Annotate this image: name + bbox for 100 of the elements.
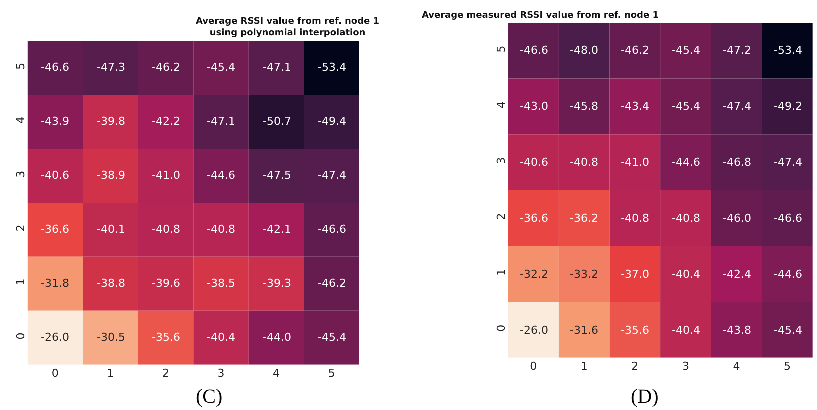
data-label: -45.4 <box>774 324 802 337</box>
data-label: -47.4 <box>318 169 346 182</box>
data-label: -37.0 <box>621 268 650 281</box>
data-label: -42.2 <box>152 115 180 128</box>
data-label: -53.4 <box>318 61 346 74</box>
data-label: -38.8 <box>97 277 126 290</box>
data-label: -40.8 <box>152 223 180 236</box>
data-label: -44.6 <box>672 156 700 169</box>
data-label: -36.2 <box>570 212 598 225</box>
y-tick-label: 2 <box>14 224 28 232</box>
data-label: -46.8 <box>723 156 752 169</box>
data-label: -49.2 <box>774 100 802 113</box>
data-label: -47.1 <box>263 61 292 74</box>
data-label: -43.9 <box>41 115 70 128</box>
y-tick-label: 0 <box>14 332 28 340</box>
data-label: -47.4 <box>723 100 752 113</box>
chart-title: Average measured RSSI value from ref. node 1 <box>422 11 659 21</box>
data-label: -44.6 <box>774 268 802 281</box>
data-label: -26.0 <box>520 324 548 337</box>
data-label: -47.1 <box>207 115 236 128</box>
data-label: -47.4 <box>774 156 802 169</box>
data-label: -43.0 <box>520 100 548 113</box>
data-label: -40.8 <box>207 223 236 236</box>
data-label: -45.4 <box>318 331 346 344</box>
data-label: -46.2 <box>152 61 180 74</box>
data-label: -46.0 <box>723 212 752 225</box>
data-label: -41.0 <box>621 156 650 169</box>
data-label: -36.6 <box>41 223 70 236</box>
data-label: -30.5 <box>97 331 126 344</box>
data-label: -32.2 <box>520 268 548 281</box>
data-label: -46.2 <box>318 277 346 290</box>
x-tick-label: 2 <box>162 366 170 380</box>
data-label: -53.4 <box>774 44 802 57</box>
data-label: -26.0 <box>41 331 70 344</box>
data-label: -40.4 <box>672 268 700 281</box>
text: (D) <box>631 386 659 408</box>
data-label: -47.2 <box>723 44 752 57</box>
text: (C) <box>196 386 223 408</box>
y-tick-label: 4 <box>494 102 508 109</box>
x-tick-label: 2 <box>632 360 639 373</box>
x-tick-label: 0 <box>530 360 538 373</box>
data-label: -42.4 <box>723 268 752 281</box>
x-tick-label: 4 <box>733 360 740 373</box>
data-label: -40.4 <box>207 331 236 344</box>
data-label: -45.8 <box>570 100 598 113</box>
data-label: -44.6 <box>207 169 236 182</box>
data-label: -33.2 <box>570 268 598 281</box>
data-label: -46.6 <box>520 44 548 57</box>
data-label: -49.4 <box>318 115 346 128</box>
data-label: -45.4 <box>672 44 700 57</box>
data-label: -48.0 <box>570 44 598 57</box>
y-tick-label: 0 <box>494 324 508 332</box>
data-label: -46.6 <box>41 61 70 74</box>
data-label: -39.6 <box>152 277 180 290</box>
x-tick-label: 5 <box>328 366 336 380</box>
data-label: -40.8 <box>570 156 598 169</box>
chart-title: Average RSSI value from ref. node 1 using polynomial interpolation <box>196 17 380 39</box>
data-label: -40.1 <box>97 223 126 236</box>
y-tick-label: 5 <box>494 46 508 53</box>
data-label: -40.8 <box>672 212 700 225</box>
x-tick-label: 3 <box>218 366 225 380</box>
x-tick-label: 1 <box>107 366 114 380</box>
data-label: -45.4 <box>207 61 236 74</box>
y-tick-label: 1 <box>494 269 508 276</box>
data-label: -35.6 <box>152 331 180 344</box>
data-label: -46.6 <box>318 223 346 236</box>
x-tick-label: 3 <box>682 360 690 373</box>
data-label: -47.3 <box>97 61 126 74</box>
data-label: -44.0 <box>263 331 292 344</box>
data-label: -50.7 <box>263 115 292 128</box>
data-label: -35.6 <box>621 324 650 337</box>
data-label: -40.6 <box>520 156 548 169</box>
data-label: -42.1 <box>263 223 292 236</box>
y-tick-label: 5 <box>14 62 28 70</box>
data-label: -38.9 <box>97 169 126 182</box>
y-tick-label: 4 <box>14 116 28 124</box>
data-label: -31.6 <box>570 324 598 337</box>
y-tick-label: 3 <box>14 170 28 178</box>
data-label: -38.5 <box>207 277 236 290</box>
data-label: -43.4 <box>621 100 650 113</box>
data-label: -36.6 <box>520 212 548 225</box>
data-label: -39.3 <box>263 277 292 290</box>
data-label: -40.6 <box>41 169 70 182</box>
data-label: -41.0 <box>152 169 180 182</box>
data-label: -31.8 <box>41 277 70 290</box>
x-tick-label: 1 <box>580 360 588 373</box>
data-label: -40.8 <box>621 212 650 225</box>
data-label: -46.6 <box>774 212 802 225</box>
y-tick-label: 3 <box>494 157 508 164</box>
data-label: -43.8 <box>723 324 752 337</box>
data-label: -47.5 <box>263 169 292 182</box>
x-tick-label: 0 <box>52 366 59 380</box>
y-tick-label: 2 <box>494 213 508 220</box>
data-label: -45.4 <box>672 100 700 113</box>
x-tick-label: 4 <box>273 366 280 380</box>
y-tick-label: 1 <box>14 278 28 286</box>
x-tick-label: 5 <box>784 360 792 373</box>
data-label: -40.4 <box>672 324 700 337</box>
data-label: -46.2 <box>621 44 650 57</box>
data-label: -39.8 <box>97 115 126 128</box>
